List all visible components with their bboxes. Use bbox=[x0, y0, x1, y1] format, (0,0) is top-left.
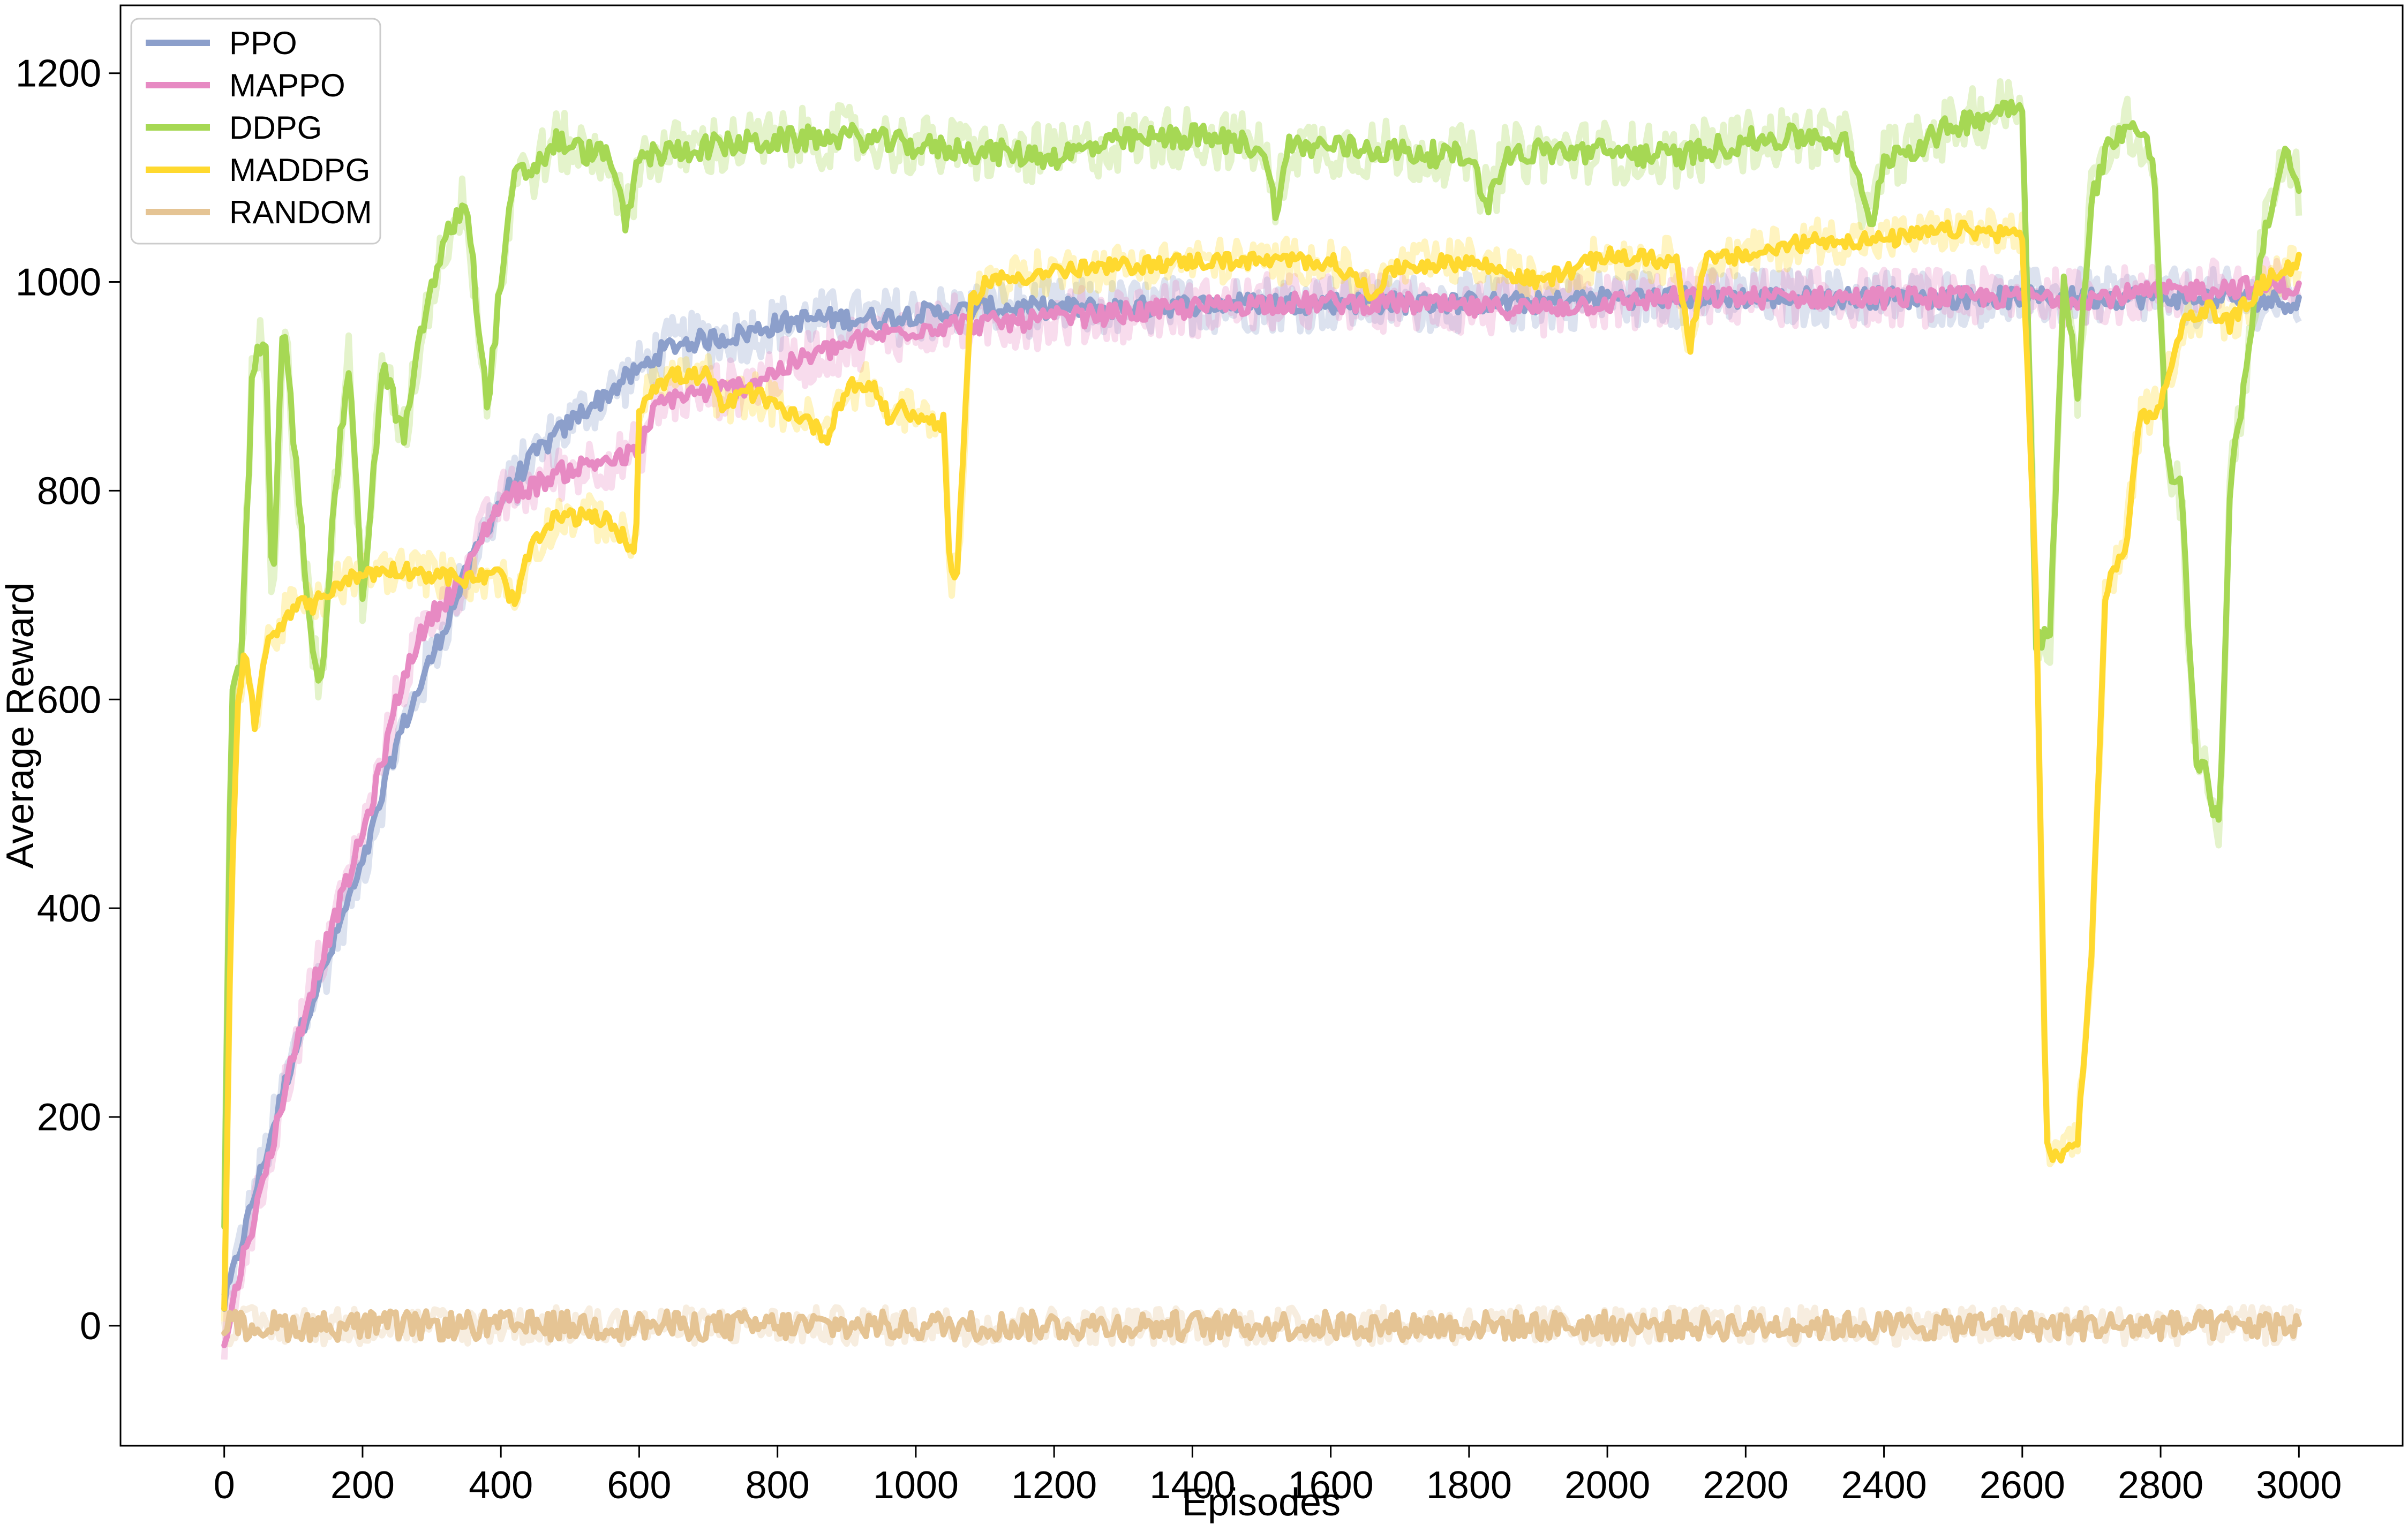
line-maddpg bbox=[224, 223, 2299, 1309]
y-tick-label: 200 bbox=[37, 1096, 101, 1139]
x-tick-label: 2600 bbox=[1980, 1464, 2065, 1507]
x-tick-label: 800 bbox=[746, 1464, 810, 1507]
line-ddpg bbox=[224, 102, 2299, 1227]
band-maddpg bbox=[224, 210, 2299, 1322]
band-mappo bbox=[224, 259, 2299, 1360]
y-tick-label: 800 bbox=[37, 470, 101, 512]
x-axis-label: Episodes bbox=[1182, 1481, 1341, 1524]
legend-label-maddpg: MADDPG bbox=[229, 152, 370, 188]
x-tick-label: 400 bbox=[469, 1464, 533, 1507]
legend-label-random: RANDOM bbox=[229, 194, 372, 230]
y-tick-label: 1200 bbox=[16, 52, 101, 95]
x-tick-label: 1000 bbox=[873, 1464, 959, 1507]
y-tick-label: 1000 bbox=[16, 261, 101, 304]
x-tick-label: 2800 bbox=[2118, 1464, 2203, 1507]
legend-label-ddpg: DDPG bbox=[229, 110, 322, 146]
y-tick-label: 0 bbox=[80, 1305, 101, 1348]
band-ppo bbox=[224, 268, 2299, 1296]
x-tick-label: 600 bbox=[607, 1464, 671, 1507]
x-tick-label: 2200 bbox=[1703, 1464, 1788, 1507]
legend: PPO MAPPO DDPG MADDPG RANDOM bbox=[131, 19, 380, 244]
y-tick-label: 400 bbox=[37, 887, 101, 930]
legend-label-ppo: PPO bbox=[229, 25, 297, 61]
legend-label-mappo: MAPPO bbox=[229, 67, 345, 103]
x-tick-label: 0 bbox=[214, 1464, 235, 1507]
y-axis-label: Average Reward bbox=[0, 583, 42, 869]
x-tick-label: 3000 bbox=[2256, 1464, 2342, 1507]
noise-bands bbox=[224, 81, 2299, 1360]
y-tick-label: 600 bbox=[37, 678, 101, 721]
x-tick-label: 1200 bbox=[1011, 1464, 1097, 1507]
x-tick-label: 2000 bbox=[1564, 1464, 1650, 1507]
x-tick-label: 2400 bbox=[1841, 1464, 1927, 1507]
x-tick-label: 1800 bbox=[1426, 1464, 1512, 1507]
x-tick-label: 200 bbox=[330, 1464, 395, 1507]
